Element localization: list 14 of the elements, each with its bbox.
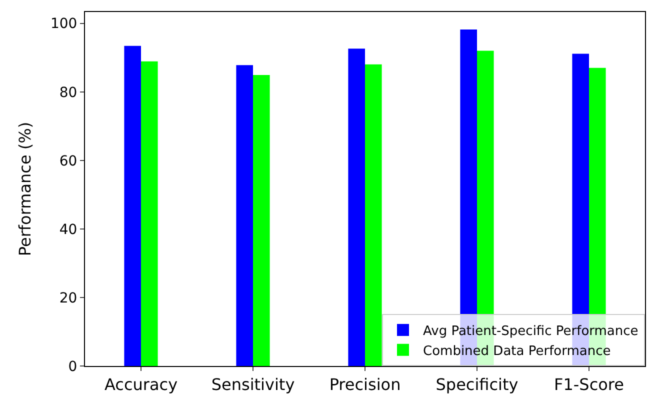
- legend-label: Avg Patient-Specific Performance: [423, 324, 638, 340]
- y-tick-label: 0: [68, 358, 78, 375]
- x-tick-label: Specificity: [436, 375, 518, 394]
- y-axis-title: Performance (%): [15, 122, 34, 256]
- x-tick-label: Sensitivity: [211, 375, 295, 394]
- legend-label: Combined Data Performance: [423, 344, 611, 359]
- y-tick-label: 60: [59, 153, 78, 170]
- y-tick-label: 40: [59, 222, 78, 238]
- y-tick-label: 100: [50, 16, 78, 32]
- x-tick-label: Accuracy: [104, 375, 178, 394]
- x-tick-label: Precision: [329, 375, 401, 394]
- y-tick-label: 80: [59, 84, 78, 101]
- y-tick-label: 20: [59, 290, 78, 306]
- x-tick-label: F1-Score: [554, 375, 624, 394]
